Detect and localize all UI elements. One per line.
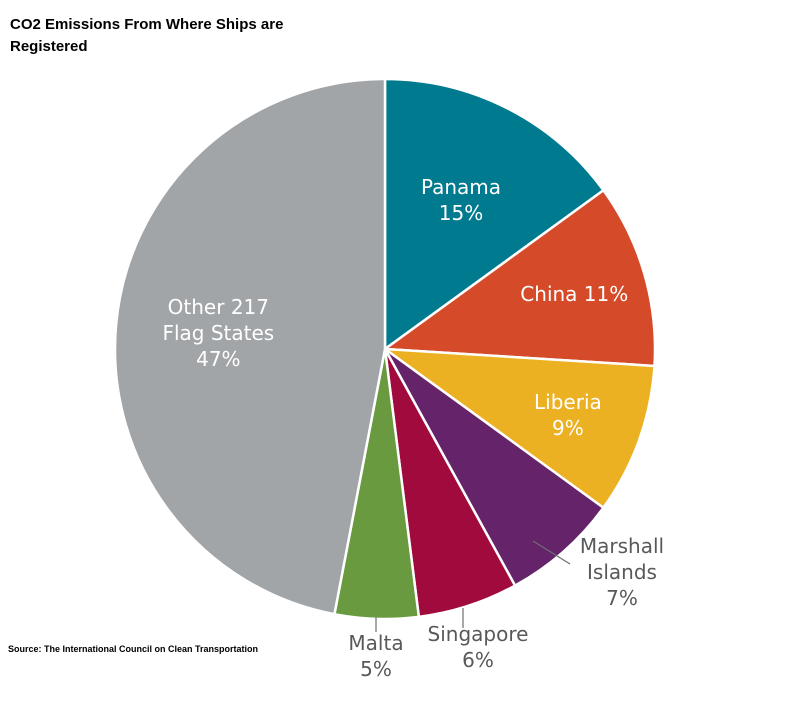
label-china: China 11% — [520, 282, 628, 306]
label-singapore: Singapore 6% — [428, 622, 529, 672]
slice-china — [383, 189, 657, 368]
leader-lines — [375, 540, 571, 632]
source-note: Source: The International Council on Cle… — [8, 644, 259, 654]
leader-marshall-islands — [532, 540, 571, 565]
chart-title: CO2 Emissions From Where Ships are Regis… — [10, 16, 284, 55]
label-marshall-islands: Marshall Islands 7% — [580, 534, 664, 610]
slice-marshall-islands — [383, 347, 605, 587]
slice-labels: Panama 15% China 11% Liberia 9% Marshall Islan… — [162, 175, 664, 681]
slice-panama — [383, 77, 605, 351]
pie-slices — [113, 77, 657, 621]
slice-other-217-flag-states — [113, 77, 387, 616]
label-malta: Malta 5% — [348, 631, 403, 681]
slice-liberia — [383, 347, 656, 509]
label-other-217-flag-states: Other 217 Flag States 47% — [162, 295, 274, 371]
label-liberia: Liberia 9% — [534, 390, 602, 440]
label-panama: Panama 15% — [421, 175, 501, 225]
